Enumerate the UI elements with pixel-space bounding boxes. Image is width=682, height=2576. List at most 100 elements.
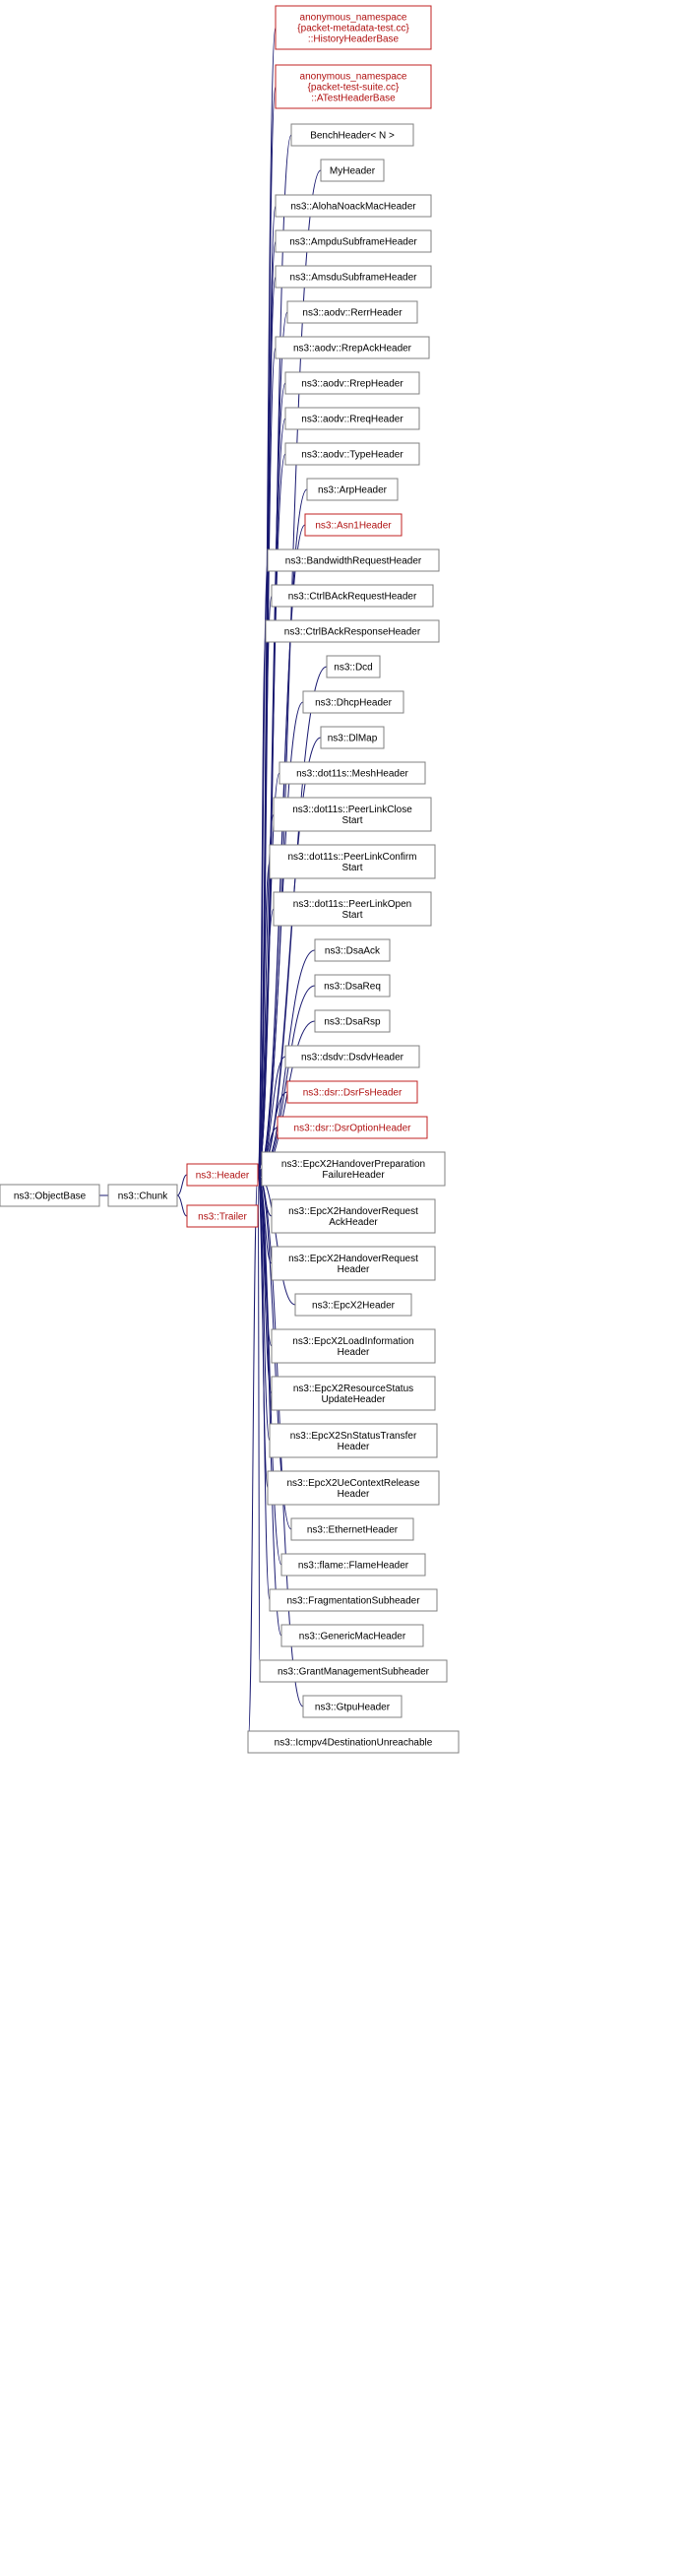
node-backrsp[interactable]: ns3::CtrlBAckResponseHeader — [266, 620, 439, 642]
node-bwreq[interactable]: ns3::BandwidthRequestHeader — [268, 549, 439, 571]
node-trailer[interactable]: ns3::Trailer — [187, 1205, 258, 1227]
node-label: ns3::Dcd — [334, 663, 372, 674]
node-hhist[interactable]: anonymous_namespace{packet-metadata-test… — [276, 6, 431, 49]
node-layer: ns3::ObjectBasens3::Chunkns3::Headerns3:… — [0, 6, 459, 1753]
node-label: ns3::CtrlBAckRequestHeader — [288, 592, 417, 603]
node-plc[interactable]: ns3::dot11s::PeerLinkCloseStart — [274, 798, 431, 831]
node-label: ns3::dsr::DsrFsHeader — [303, 1088, 403, 1099]
inheritance-edge — [248, 1175, 258, 1742]
node-label: ns3::EpcX2HandoverRequest — [288, 1254, 418, 1264]
node-icmp[interactable]: ns3::Icmpv4DestinationUnreachable — [248, 1731, 459, 1753]
node-label: ns3::aodv::RerrHeader — [302, 308, 403, 319]
node-frag[interactable]: ns3::FragmentationSubheader — [270, 1589, 437, 1611]
inheritance-edge — [177, 1175, 187, 1195]
node-label: ns3::EpcX2UeContextRelease — [286, 1478, 420, 1489]
node-label: ns3::DlMap — [328, 734, 378, 744]
node-rreq[interactable]: ns3::aodv::RreqHeader — [285, 408, 419, 429]
node-typeh[interactable]: ns3::aodv::TypeHeader — [285, 443, 419, 465]
node-label: ns3::AlohaNoackMacHeader — [290, 202, 416, 213]
node-flame[interactable]: ns3::flame::FlameHeader — [281, 1554, 425, 1576]
node-amsdu[interactable]: ns3::AmsduSubframeHeader — [276, 266, 431, 288]
node-ampdu[interactable]: ns3::AmpduSubframeHeader — [276, 230, 431, 252]
node-epcx2[interactable]: ns3::EpcX2Header — [295, 1294, 411, 1316]
node-asn1[interactable]: ns3::Asn1Header — [305, 514, 402, 536]
node-rerr[interactable]: ns3::aodv::RerrHeader — [287, 301, 417, 323]
node-dsdv[interactable]: ns3::dsdv::DsdvHeader — [285, 1046, 419, 1067]
node-label: ns3::dot11s::PeerLinkClose — [292, 805, 412, 815]
node-label: ns3::Icmpv4DestinationUnreachable — [275, 1738, 433, 1749]
node-label: ns3::EpcX2HandoverRequest — [288, 1206, 418, 1217]
node-label: ns3::AmsduSubframeHeader — [290, 273, 418, 284]
node-atest[interactable]: anonymous_namespace{packet-test-suite.cc… — [276, 65, 431, 108]
node-objectbase[interactable]: ns3::ObjectBase — [0, 1185, 99, 1206]
node-label: Header — [338, 1264, 370, 1275]
node-label: ns3::CtrlBAckResponseHeader — [284, 627, 421, 638]
node-hopf[interactable]: ns3::EpcX2HandoverPreparationFailureHead… — [262, 1152, 445, 1186]
node-rsuh[interactable]: ns3::EpcX2ResourceStatusUpdateHeader — [272, 1377, 435, 1410]
node-plo[interactable]: ns3::dot11s::PeerLinkOpenStart — [274, 892, 431, 926]
node-plcf[interactable]: ns3::dot11s::PeerLinkConfirmStart — [270, 845, 435, 878]
node-label: ns3::DsaReq — [324, 982, 381, 993]
inheritance-edge — [177, 1195, 187, 1216]
node-label: ns3::GtpuHeader — [315, 1703, 391, 1713]
node-dsaack[interactable]: ns3::DsaAck — [315, 939, 390, 961]
node-label: UpdateHeader — [321, 1394, 386, 1405]
node-dsropt[interactable]: ns3::dsr::DsrOptionHeader — [278, 1117, 427, 1138]
node-label: {packet-test-suite.cc} — [308, 83, 400, 94]
node-backreq[interactable]: ns3::CtrlBAckRequestHeader — [272, 585, 433, 607]
inheritance-edge — [258, 1175, 260, 1671]
node-hreq[interactable]: ns3::EpcX2HandoverRequestHeader — [272, 1247, 435, 1280]
node-label: ns3::dsr::DsrOptionHeader — [294, 1124, 412, 1134]
node-sntr[interactable]: ns3::EpcX2SnStatusTransferHeader — [270, 1424, 437, 1457]
node-rrepack[interactable]: ns3::aodv::RrepAckHeader — [276, 337, 429, 358]
node-label: AckHeader — [329, 1217, 378, 1228]
node-label: ns3::Header — [196, 1171, 250, 1182]
node-chunk[interactable]: ns3::Chunk — [108, 1185, 177, 1206]
node-arph[interactable]: ns3::ArpHeader — [307, 479, 398, 500]
node-gmac[interactable]: ns3::GenericMacHeader — [281, 1625, 423, 1646]
node-eth[interactable]: ns3::EthernetHeader — [291, 1518, 413, 1540]
node-gtpu[interactable]: ns3::GtpuHeader — [303, 1696, 402, 1717]
node-label: ns3::dot11s::PeerLinkConfirm — [288, 852, 417, 863]
node-label: Header — [338, 1489, 370, 1500]
node-label: ns3::BandwidthRequestHeader — [285, 556, 422, 567]
node-label: ns3::aodv::RrepHeader — [301, 379, 403, 390]
node-label: FailureHeader — [322, 1170, 385, 1181]
node-grant[interactable]: ns3::GrantManagementSubheader — [260, 1660, 447, 1682]
node-label: anonymous_namespace — [300, 13, 407, 24]
node-label: ns3::DhcpHeader — [315, 698, 392, 709]
node-label: ns3::EthernetHeader — [307, 1525, 399, 1536]
node-label: ns3::EpcX2HandoverPreparation — [281, 1159, 425, 1170]
node-label: {packet-metadata-test.cc} — [297, 24, 409, 34]
node-uectx[interactable]: ns3::EpcX2UeContextReleaseHeader — [268, 1471, 439, 1505]
node-aloha[interactable]: ns3::AlohaNoackMacHeader — [276, 195, 431, 217]
node-dcd[interactable]: ns3::Dcd — [327, 656, 380, 677]
node-dsareq[interactable]: ns3::DsaReq — [315, 975, 390, 997]
node-mesh[interactable]: ns3::dot11s::MeshHeader — [279, 762, 425, 784]
node-label: ns3::aodv::RrepAckHeader — [293, 344, 412, 354]
node-label: Start — [341, 910, 362, 921]
node-label: ns3::ArpHeader — [318, 485, 388, 496]
node-dsarsp[interactable]: ns3::DsaRsp — [315, 1010, 390, 1032]
node-label: ns3::GrantManagementSubheader — [278, 1667, 430, 1678]
node-label: ns3::Chunk — [118, 1191, 169, 1202]
node-dsrfs[interactable]: ns3::dsr::DsrFsHeader — [287, 1081, 417, 1103]
node-myhdr[interactable]: MyHeader — [321, 160, 384, 181]
node-label: MyHeader — [330, 166, 376, 177]
node-label: ns3::EpcX2LoadInformation — [292, 1336, 413, 1347]
node-header[interactable]: ns3::Header — [187, 1164, 258, 1186]
node-hra[interactable]: ns3::EpcX2HandoverRequestAckHeader — [272, 1199, 435, 1233]
node-loadinf[interactable]: ns3::EpcX2LoadInformationHeader — [272, 1329, 435, 1363]
node-dlmap[interactable]: ns3::DlMap — [321, 727, 384, 748]
node-bench[interactable]: BenchHeader< N > — [291, 124, 413, 146]
node-label: ns3::dot11s::MeshHeader — [296, 769, 408, 780]
node-label: ns3::DsaAck — [325, 946, 381, 957]
node-label: Start — [341, 815, 362, 826]
node-label: ns3::EpcX2SnStatusTransfer — [290, 1431, 417, 1442]
node-label: ::ATestHeaderBase — [311, 94, 396, 104]
node-rrep[interactable]: ns3::aodv::RrepHeader — [285, 372, 419, 394]
node-label: ns3::aodv::TypeHeader — [301, 450, 403, 461]
node-label: ns3::aodv::RreqHeader — [301, 415, 403, 425]
node-dhcp[interactable]: ns3::DhcpHeader — [303, 691, 403, 713]
node-label: ns3::flame::FlameHeader — [298, 1561, 409, 1572]
